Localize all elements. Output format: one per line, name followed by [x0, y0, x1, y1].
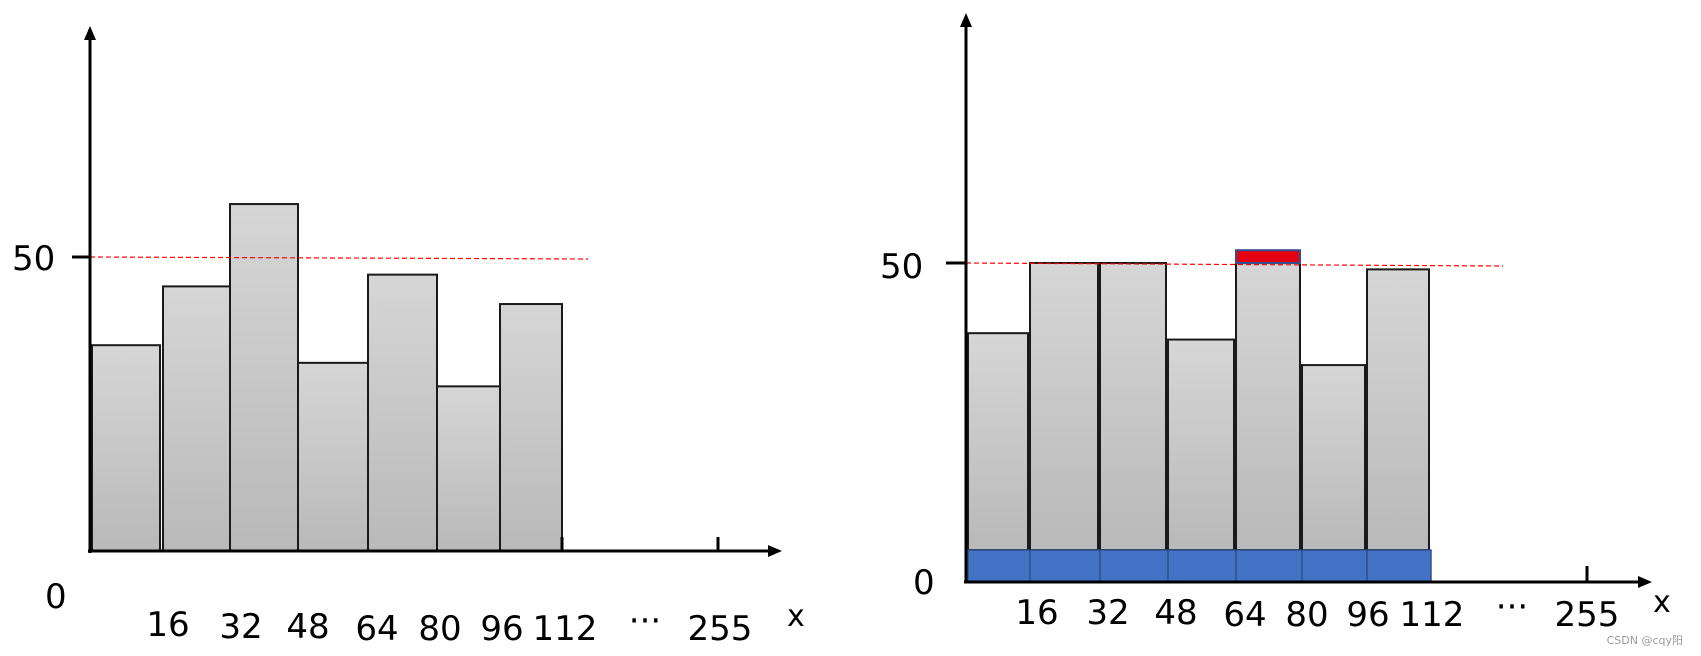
left-bar-6 [436, 385, 501, 552]
right-bar-1 [967, 332, 1029, 552]
left-x-tick-label-32: 32 [219, 607, 262, 647]
right-bar-base-7 [1366, 549, 1432, 583]
left-y-tick-label-0: 0 [45, 577, 67, 617]
right-histogram: 50 0 16 32 48 64 80 96 112 ··· 255 x [880, 13, 1671, 635]
right-bar-4 [1167, 338, 1235, 552]
right-bar-base-5 [1235, 549, 1303, 583]
left-bar-5 [367, 273, 438, 552]
right-y-axis-arrow [960, 13, 972, 27]
right-bar-7 [1366, 268, 1430, 552]
left-bar-1 [91, 344, 161, 553]
left-y-tick-label-50: 50 [12, 239, 55, 279]
right-bars [967, 249, 1432, 583]
left-x-tick-label-ellipsis: ··· [629, 601, 661, 641]
left-bar-2 [162, 285, 231, 552]
left-x-tick-label-255: 255 [688, 609, 753, 649]
right-x-axis-label: x [1653, 585, 1671, 620]
right-bar-6 [1301, 364, 1366, 552]
right-x-tick-label-ellipsis: ··· [1496, 587, 1528, 627]
right-x-tick-label-16: 16 [1015, 593, 1058, 633]
right-bar-2 [1029, 262, 1099, 552]
left-bar-7 [499, 303, 563, 553]
left-x-axis-arrow [768, 545, 782, 557]
left-histogram: 50 0 16 32 48 64 80 96 112 ··· 255 x [12, 26, 805, 649]
right-bar-excess-5 [1235, 249, 1301, 265]
right-bar-base-2 [1029, 549, 1101, 583]
left-y-axis-arrow [84, 26, 96, 40]
right-x-tick-label-48: 48 [1154, 593, 1197, 633]
right-x-axis-arrow [1638, 576, 1652, 588]
right-x-tick-label-32: 32 [1086, 593, 1129, 633]
left-bar-4 [297, 361, 369, 552]
left-bar-3 [229, 203, 299, 553]
right-x-tick-label-64: 64 [1223, 595, 1266, 635]
right-bar-base-6 [1301, 549, 1368, 583]
right-x-tick-label-80: 80 [1285, 595, 1328, 635]
left-x-tick-label-96: 96 [480, 609, 523, 649]
right-x-tick-label-255: 255 [1555, 595, 1620, 635]
right-bar-base-4 [1167, 549, 1237, 583]
left-x-tick-label-112: 112 [533, 609, 598, 649]
right-y-tick-label-50: 50 [880, 247, 923, 287]
watermark: CSDN @cqy阳 [1606, 634, 1683, 647]
right-bar-base-3 [1099, 549, 1169, 583]
right-bar-5 [1235, 262, 1301, 552]
right-threshold-line [965, 262, 1504, 267]
left-x-axis-label: x [787, 599, 805, 634]
right-y-tick-label-0: 0 [913, 563, 935, 603]
right-bar-3 [1099, 262, 1167, 552]
right-x-tick-label-96: 96 [1346, 595, 1389, 635]
left-threshold-line [89, 256, 589, 260]
left-x-tick-label-64: 64 [355, 609, 398, 649]
left-x-tick-label-48: 48 [286, 607, 329, 647]
left-x-tick-label-80: 80 [418, 609, 461, 649]
right-bar-base-1 [967, 549, 1031, 583]
left-x-tick-label-16: 16 [146, 605, 189, 645]
left-bars [91, 203, 563, 553]
right-x-tick-label-112: 112 [1400, 595, 1465, 635]
